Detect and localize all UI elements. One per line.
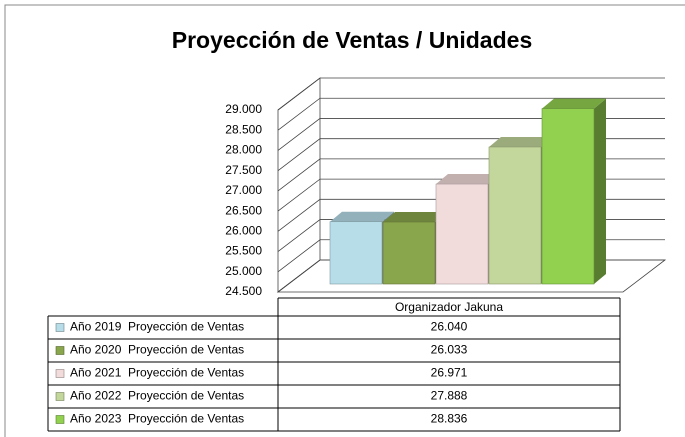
legend-key xyxy=(55,369,65,378)
bar xyxy=(435,183,489,285)
legend-label: Año 2023 Proyección de Ventas xyxy=(70,412,244,426)
y-tick-label: 27.000 xyxy=(225,183,262,197)
legend-label: Año 2022 Proyección de Ventas xyxy=(70,389,244,403)
bar-top xyxy=(436,174,500,185)
y-tick-label: 26.000 xyxy=(225,224,262,238)
table-value: 27.888 xyxy=(431,389,468,403)
legend-key xyxy=(55,415,65,424)
bar-top xyxy=(489,136,553,147)
grid-line xyxy=(277,77,665,111)
side-wall xyxy=(277,77,321,293)
legend-key xyxy=(55,392,65,401)
bar xyxy=(541,108,595,285)
legend-key xyxy=(55,346,65,355)
y-tick-label: 28.500 xyxy=(225,122,262,136)
y-tick-label: 28.000 xyxy=(225,143,262,157)
legend-label: Año 2019 Proyección de Ventas xyxy=(70,320,244,334)
y-tick-label: 24.500 xyxy=(225,284,262,298)
bar-side xyxy=(594,98,606,284)
y-tick-label: 27.500 xyxy=(225,163,262,177)
table-value: 28.836 xyxy=(431,412,468,426)
bar-top xyxy=(383,211,447,222)
legend-key xyxy=(55,323,65,332)
bar-top xyxy=(542,98,606,109)
table-value: 26.040 xyxy=(431,320,468,334)
bar xyxy=(382,221,436,285)
legend-label: Año 2021 Proyección de Ventas xyxy=(70,366,244,380)
y-tick-label: 29.000 xyxy=(225,102,262,116)
bar xyxy=(488,146,542,285)
bar xyxy=(329,221,383,285)
table-value: 26.971 xyxy=(431,366,468,380)
grid-line xyxy=(277,97,665,131)
y-tick-label: 25.000 xyxy=(225,264,262,278)
bar-top xyxy=(330,211,394,222)
table-header: Organizador Jakuna xyxy=(395,300,503,314)
y-tick-label: 26.500 xyxy=(225,203,262,217)
chart-title: Proyección de Ventas / Unidades xyxy=(172,27,532,53)
y-tick-label: 25.500 xyxy=(225,244,262,258)
legend-label: Año 2020 Proyección de Ventas xyxy=(70,343,244,357)
table-value: 26.033 xyxy=(431,343,468,357)
